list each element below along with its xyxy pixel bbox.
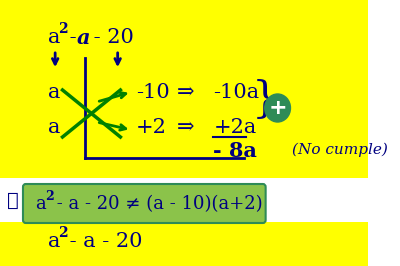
Text: - 20: - 20 xyxy=(87,28,134,47)
Text: 2: 2 xyxy=(45,190,54,203)
Text: +2: +2 xyxy=(136,118,167,137)
Text: (No cumple): (No cumple) xyxy=(292,143,388,157)
Text: - a - 20: - a - 20 xyxy=(64,232,143,251)
Text: }: } xyxy=(252,79,278,121)
Text: a: a xyxy=(48,118,60,137)
Text: a: a xyxy=(35,195,46,213)
Text: +: + xyxy=(268,98,287,118)
Text: -10: -10 xyxy=(136,83,170,102)
Text: -10a: -10a xyxy=(213,83,259,102)
Text: 2: 2 xyxy=(58,226,68,240)
Text: ∴: ∴ xyxy=(7,192,19,210)
Text: +2a: +2a xyxy=(213,118,256,137)
Text: 2: 2 xyxy=(58,22,68,36)
FancyBboxPatch shape xyxy=(23,184,266,223)
Text: a: a xyxy=(48,83,60,102)
Text: - a - 20 ≠ (a - 10)(a+2): - a - 20 ≠ (a - 10)(a+2) xyxy=(50,195,262,213)
FancyBboxPatch shape xyxy=(0,222,368,266)
Circle shape xyxy=(265,94,290,122)
Text: - 8a: - 8a xyxy=(213,141,257,161)
FancyBboxPatch shape xyxy=(0,0,368,178)
Text: -: - xyxy=(64,28,84,47)
Text: a: a xyxy=(48,28,60,47)
Text: ⇒: ⇒ xyxy=(176,83,194,102)
Text: a: a xyxy=(48,232,60,251)
Text: a: a xyxy=(77,28,91,48)
Text: ⇒: ⇒ xyxy=(176,118,194,137)
